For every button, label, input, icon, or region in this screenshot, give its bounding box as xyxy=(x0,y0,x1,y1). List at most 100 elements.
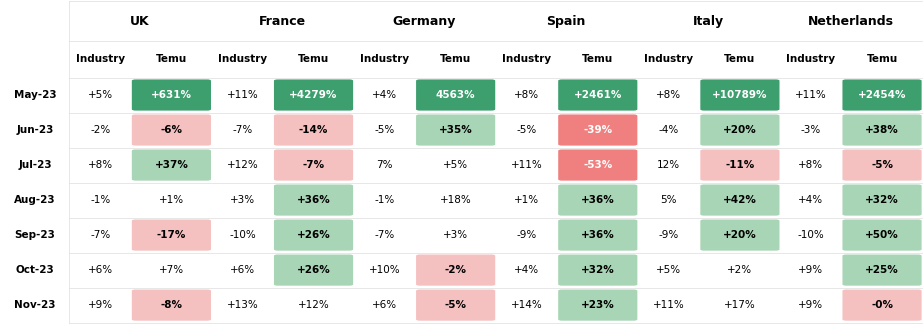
Text: -7%: -7% xyxy=(375,230,395,240)
Text: Industry: Industry xyxy=(786,54,835,64)
Text: Temu: Temu xyxy=(440,54,472,64)
FancyBboxPatch shape xyxy=(274,184,354,216)
Text: -14%: -14% xyxy=(299,125,329,135)
Text: -5%: -5% xyxy=(445,300,467,310)
FancyBboxPatch shape xyxy=(701,79,780,110)
Text: Industry: Industry xyxy=(76,54,125,64)
Text: +18%: +18% xyxy=(439,195,472,205)
Text: Temu: Temu xyxy=(867,54,898,64)
Text: +11%: +11% xyxy=(226,90,258,100)
Text: +2461%: +2461% xyxy=(573,90,622,100)
Text: -7%: -7% xyxy=(233,125,253,135)
FancyBboxPatch shape xyxy=(558,114,638,145)
Text: Industry: Industry xyxy=(502,54,551,64)
Text: +10%: +10% xyxy=(369,265,401,275)
Text: -9%: -9% xyxy=(517,230,537,240)
Text: +5%: +5% xyxy=(656,265,681,275)
Text: Nov-23: Nov-23 xyxy=(15,300,56,310)
Text: Jun-23: Jun-23 xyxy=(17,125,54,135)
FancyBboxPatch shape xyxy=(701,114,780,145)
FancyBboxPatch shape xyxy=(843,114,921,145)
Text: +8%: +8% xyxy=(514,90,539,100)
Text: -10%: -10% xyxy=(229,230,256,240)
FancyBboxPatch shape xyxy=(843,290,921,321)
Text: -53%: -53% xyxy=(583,160,612,170)
FancyBboxPatch shape xyxy=(416,290,496,321)
Text: -11%: -11% xyxy=(725,160,754,170)
Text: 5%: 5% xyxy=(661,195,677,205)
Text: -8%: -8% xyxy=(161,300,183,310)
Text: +13%: +13% xyxy=(226,300,258,310)
Text: -17%: -17% xyxy=(157,230,186,240)
Text: -2%: -2% xyxy=(445,265,467,275)
Text: +3%: +3% xyxy=(443,230,468,240)
Text: 7%: 7% xyxy=(377,160,393,170)
Text: Aug-23: Aug-23 xyxy=(15,195,56,205)
Text: Industry: Industry xyxy=(218,54,267,64)
Text: +20%: +20% xyxy=(723,230,757,240)
FancyBboxPatch shape xyxy=(558,184,638,216)
Text: -7%: -7% xyxy=(303,160,325,170)
Text: +37%: +37% xyxy=(154,160,188,170)
Text: +38%: +38% xyxy=(865,125,899,135)
Text: +11%: +11% xyxy=(510,160,543,170)
Text: +5%: +5% xyxy=(88,90,113,100)
FancyBboxPatch shape xyxy=(843,219,921,251)
Text: +4%: +4% xyxy=(798,195,823,205)
Text: +1%: +1% xyxy=(514,195,539,205)
Text: +35%: +35% xyxy=(438,125,473,135)
FancyBboxPatch shape xyxy=(558,255,638,286)
Text: +36%: +36% xyxy=(581,230,615,240)
Text: -2%: -2% xyxy=(90,125,111,135)
Text: May-23: May-23 xyxy=(14,90,56,100)
FancyBboxPatch shape xyxy=(843,184,921,216)
FancyBboxPatch shape xyxy=(558,79,638,110)
FancyBboxPatch shape xyxy=(416,255,496,286)
Text: Industry: Industry xyxy=(644,54,693,64)
Text: +7%: +7% xyxy=(159,265,184,275)
FancyBboxPatch shape xyxy=(558,219,638,251)
Text: +8%: +8% xyxy=(798,160,823,170)
Text: Germany: Germany xyxy=(392,15,456,28)
Text: +8%: +8% xyxy=(656,90,681,100)
Text: +42%: +42% xyxy=(723,195,757,205)
Text: Temu: Temu xyxy=(725,54,756,64)
Text: -9%: -9% xyxy=(659,230,679,240)
Text: Jul-23: Jul-23 xyxy=(18,160,52,170)
Text: +2454%: +2454% xyxy=(857,90,906,100)
Text: -4%: -4% xyxy=(659,125,679,135)
FancyBboxPatch shape xyxy=(132,79,211,110)
Text: -5%: -5% xyxy=(375,125,395,135)
Text: -39%: -39% xyxy=(583,125,612,135)
Text: +4%: +4% xyxy=(514,265,539,275)
Text: -6%: -6% xyxy=(161,125,183,135)
FancyBboxPatch shape xyxy=(558,149,638,180)
Text: +631%: +631% xyxy=(150,90,192,100)
Text: +8%: +8% xyxy=(88,160,113,170)
FancyBboxPatch shape xyxy=(416,79,496,110)
Text: +6%: +6% xyxy=(88,265,113,275)
Text: -1%: -1% xyxy=(375,195,395,205)
Text: Oct-23: Oct-23 xyxy=(16,265,54,275)
Text: +11%: +11% xyxy=(795,90,827,100)
Text: 4563%: 4563% xyxy=(436,90,475,100)
Text: Spain: Spain xyxy=(546,15,586,28)
Text: Sep-23: Sep-23 xyxy=(15,230,55,240)
Text: +50%: +50% xyxy=(865,230,899,240)
Text: Netherlands: Netherlands xyxy=(808,15,893,28)
Text: +4%: +4% xyxy=(372,90,397,100)
Text: +9%: +9% xyxy=(88,300,113,310)
Text: +36%: +36% xyxy=(296,195,330,205)
Text: +32%: +32% xyxy=(865,195,899,205)
Text: Temu: Temu xyxy=(156,54,187,64)
Text: Industry: Industry xyxy=(360,54,409,64)
Text: +26%: +26% xyxy=(296,230,330,240)
Text: +14%: +14% xyxy=(510,300,543,310)
Text: UK: UK xyxy=(130,15,150,28)
Text: +20%: +20% xyxy=(723,125,757,135)
Text: +12%: +12% xyxy=(226,160,258,170)
FancyBboxPatch shape xyxy=(843,149,921,180)
Text: +17%: +17% xyxy=(724,300,756,310)
FancyBboxPatch shape xyxy=(132,290,211,321)
FancyBboxPatch shape xyxy=(701,184,780,216)
